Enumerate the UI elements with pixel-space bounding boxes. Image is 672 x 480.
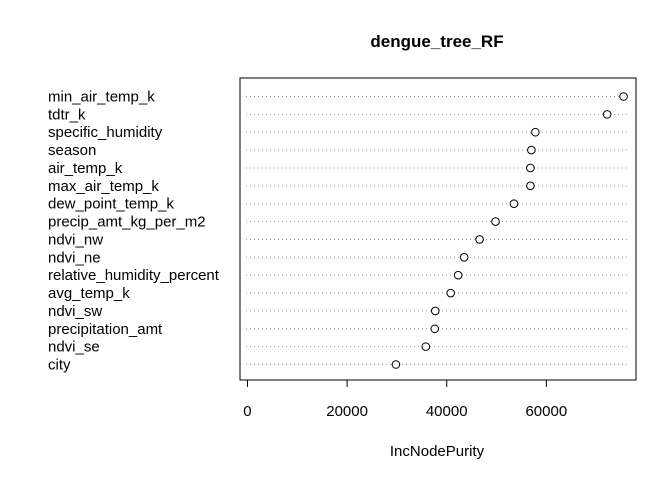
category-label: precipitation_amt <box>48 321 163 338</box>
data-point <box>527 145 536 155</box>
category-label: season <box>48 142 96 159</box>
category-label: ndvi_nw <box>48 231 103 248</box>
category-label: max_air_temp_k <box>48 178 159 195</box>
x-tick-label: 20000 <box>326 403 368 420</box>
data-point <box>526 181 535 191</box>
data-point <box>475 235 484 244</box>
x-axis-label: IncNodePurity <box>390 443 485 460</box>
category-label: air_temp_k <box>48 160 123 177</box>
x-tick-label: 0 <box>243 403 251 420</box>
data-point <box>526 163 535 173</box>
data-point <box>602 110 612 119</box>
x-tick-label: 40000 <box>426 403 468 420</box>
category-label: min_air_temp_k <box>48 89 155 106</box>
category-label: city <box>48 357 71 374</box>
data-point <box>459 252 469 262</box>
plot-frame <box>239 77 637 381</box>
category-label: tdtr_k <box>48 106 86 123</box>
data-point <box>391 360 401 369</box>
data-point <box>446 288 456 298</box>
data-point <box>531 127 540 137</box>
chart-title: dengue_tree_RF <box>370 32 503 51</box>
data-point <box>619 92 628 101</box>
category-label: relative_humidity_percent <box>48 267 220 284</box>
category-label: specific_humidity <box>48 124 163 141</box>
category-label: ndvi_se <box>48 339 100 356</box>
data-point <box>453 270 463 280</box>
data-point <box>430 306 440 316</box>
data-point <box>509 199 519 208</box>
category-label: ndvi_ne <box>48 249 101 266</box>
category-label: precip_amt_kg_per_m2 <box>48 214 206 231</box>
data-point <box>421 342 431 351</box>
category-label: avg_temp_k <box>48 285 130 302</box>
data-point <box>430 324 440 334</box>
category-label: ndvi_sw <box>48 303 102 320</box>
category-label: dew_point_temp_k <box>48 196 174 213</box>
data-point <box>491 217 500 226</box>
x-tick-label: 60000 <box>525 403 567 420</box>
